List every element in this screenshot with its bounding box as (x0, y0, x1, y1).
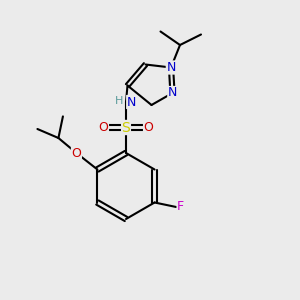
Text: N: N (168, 86, 177, 100)
Text: N: N (127, 95, 136, 109)
Text: O: O (71, 146, 81, 160)
Text: O: O (99, 121, 108, 134)
Text: F: F (177, 200, 184, 214)
Text: N: N (166, 61, 176, 74)
Text: H: H (115, 95, 123, 106)
Text: S: S (122, 121, 130, 134)
Text: O: O (144, 121, 153, 134)
